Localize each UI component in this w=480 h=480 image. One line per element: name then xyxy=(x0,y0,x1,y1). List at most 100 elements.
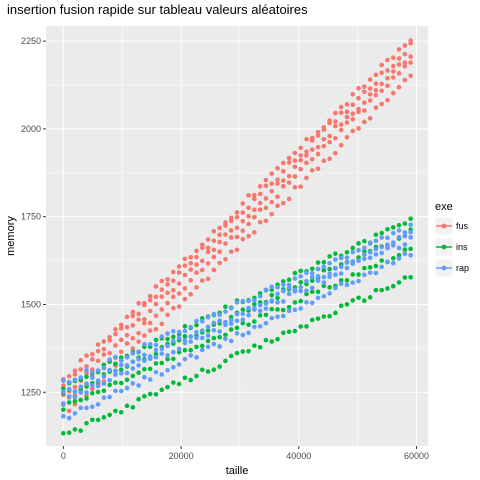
point-rap xyxy=(147,377,153,382)
point-ins xyxy=(223,358,228,364)
point-ins xyxy=(327,266,332,272)
point-fus xyxy=(228,235,234,240)
point-rap xyxy=(263,306,269,311)
point-ins xyxy=(153,351,159,357)
point-rap xyxy=(130,366,136,371)
point-fus xyxy=(252,207,257,213)
point-fus xyxy=(171,305,176,311)
point-ins xyxy=(188,347,193,353)
chart-title: insertion fusion rapide sur tableau vale… xyxy=(7,2,308,17)
point-ins xyxy=(107,382,112,388)
point-rap xyxy=(367,250,373,255)
point-rap xyxy=(211,320,217,326)
point-rap xyxy=(292,307,298,313)
point-ins xyxy=(205,369,211,374)
point-ins xyxy=(182,323,188,329)
point-fus xyxy=(182,286,188,291)
point-ins xyxy=(101,415,107,420)
point-fus xyxy=(153,313,159,319)
point-fus xyxy=(344,102,350,107)
point-fus xyxy=(223,232,228,237)
point-fus xyxy=(396,84,402,90)
point-fus xyxy=(390,55,396,61)
point-ins xyxy=(315,260,321,265)
point-rap xyxy=(101,381,107,386)
point-rap xyxy=(101,374,107,379)
point-rap xyxy=(327,260,332,266)
point-rap xyxy=(315,273,321,279)
point-fus xyxy=(107,350,112,356)
point-fus xyxy=(263,218,269,224)
point-rap xyxy=(84,405,89,411)
point-ins xyxy=(263,337,269,343)
point-rap xyxy=(246,298,251,304)
point-fus xyxy=(338,127,344,133)
point-fus xyxy=(281,178,286,183)
point-fus xyxy=(269,199,275,205)
point-rap xyxy=(205,333,211,338)
point-ins xyxy=(124,377,130,383)
point-fus xyxy=(286,173,292,179)
point-rap xyxy=(269,298,275,303)
point-fus xyxy=(159,321,165,327)
point-fus xyxy=(188,291,193,297)
point-fus xyxy=(338,142,344,148)
point-rap xyxy=(234,331,240,336)
point-ins xyxy=(269,339,275,344)
point-ins xyxy=(153,392,159,397)
point-fus xyxy=(385,83,390,89)
point-rap xyxy=(182,337,188,343)
point-rap xyxy=(321,274,327,280)
point-fus xyxy=(408,54,413,60)
point-fus xyxy=(101,339,107,344)
point-rap xyxy=(199,319,205,324)
point-fus xyxy=(338,110,344,115)
point-rap xyxy=(90,404,95,410)
point-fus xyxy=(101,346,107,352)
point-ins xyxy=(171,380,176,385)
point-ins xyxy=(78,397,84,403)
point-rap xyxy=(84,381,89,387)
point-fus xyxy=(315,129,321,135)
point-ins xyxy=(396,252,402,258)
point-rap xyxy=(118,388,124,394)
point-fus xyxy=(379,88,385,94)
point-rap xyxy=(327,271,332,276)
point-rap xyxy=(228,305,234,311)
point-fus xyxy=(118,326,124,331)
point-fus xyxy=(390,75,396,80)
point-fus xyxy=(315,133,321,138)
point-fus xyxy=(182,263,188,268)
point-fus xyxy=(147,328,153,333)
point-fus xyxy=(269,171,275,176)
point-rap xyxy=(292,276,298,281)
point-ins xyxy=(344,278,350,283)
point-fus xyxy=(153,294,159,300)
point-rap xyxy=(153,347,159,353)
point-rap xyxy=(223,309,228,314)
point-ins xyxy=(217,334,222,340)
point-fus xyxy=(286,160,292,165)
point-fus xyxy=(396,62,402,67)
point-fus xyxy=(315,166,321,172)
point-rap xyxy=(263,287,269,293)
point-ins xyxy=(275,307,280,312)
point-ins xyxy=(408,246,413,252)
point-fus xyxy=(321,136,327,142)
point-fus xyxy=(72,368,78,373)
point-fus xyxy=(402,60,408,65)
point-ins xyxy=(165,336,170,342)
point-fus xyxy=(246,221,251,227)
point-rap xyxy=(338,271,344,276)
point-fus xyxy=(142,317,147,322)
point-rap xyxy=(165,343,170,349)
y-tick-label: 2250 xyxy=(21,36,41,46)
y-axis-title: memory xyxy=(5,216,17,256)
point-fus xyxy=(333,110,338,116)
point-rap xyxy=(66,393,72,399)
point-fus xyxy=(84,353,89,358)
point-rap xyxy=(228,338,234,344)
point-ins xyxy=(367,265,373,270)
point-fus xyxy=(217,260,222,266)
point-rap xyxy=(78,375,84,380)
